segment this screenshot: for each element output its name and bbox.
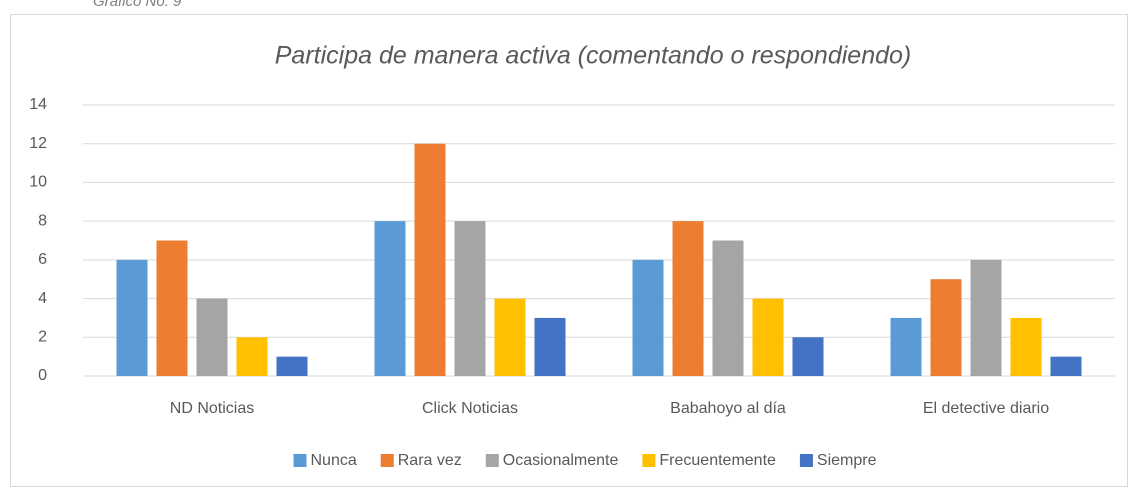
- bar: [970, 259, 1002, 376]
- bar: [534, 317, 566, 376]
- legend-label: Rara vez: [398, 452, 462, 469]
- chart-title: Participa de manera activa (comentando o…: [275, 42, 912, 70]
- bar: [116, 259, 148, 376]
- bar: [374, 221, 406, 376]
- bar: [156, 240, 188, 376]
- legend-swatch: [293, 454, 307, 467]
- bar: [276, 356, 308, 376]
- legend-swatch: [642, 454, 656, 467]
- y-tick-label: 14: [29, 96, 47, 113]
- y-tick-label: 10: [29, 174, 47, 191]
- bar: [414, 143, 446, 376]
- legend-label: Ocasionalmente: [503, 452, 619, 469]
- bar: [454, 221, 486, 376]
- y-tick-label: 12: [29, 135, 47, 152]
- bar: [930, 279, 962, 376]
- legend-swatch: [799, 454, 813, 467]
- chart-border: [10, 14, 1128, 487]
- y-tick-label: 8: [38, 212, 47, 229]
- bar: [712, 240, 744, 376]
- bar: [236, 337, 268, 376]
- legend-swatch: [380, 454, 394, 467]
- x-tick-label: Babahoyo al día: [670, 400, 786, 417]
- bar: [672, 221, 704, 376]
- legend-label: Nunca: [311, 452, 357, 469]
- caption: Gráfico No. 9: [93, 0, 182, 10]
- y-tick-label: 0: [38, 367, 47, 384]
- bar: [632, 259, 664, 376]
- bar: [890, 317, 922, 376]
- y-tick-label: 4: [38, 290, 47, 307]
- bar: [792, 337, 824, 376]
- bar: [1010, 317, 1042, 376]
- legend-label: Frecuentemente: [659, 452, 776, 469]
- x-tick-label: Click Noticias: [422, 400, 518, 417]
- bar: [196, 298, 228, 376]
- bar: [752, 298, 784, 376]
- x-tick-label: ND Noticias: [170, 400, 254, 417]
- y-tick-label: 6: [38, 251, 47, 268]
- legend-label: Siempre: [817, 452, 877, 469]
- y-tick-label: 2: [38, 329, 47, 346]
- x-tick-label: El detective diario: [923, 400, 1049, 417]
- bar: [1050, 356, 1082, 376]
- legend-swatch: [485, 454, 499, 467]
- bar: [494, 298, 526, 376]
